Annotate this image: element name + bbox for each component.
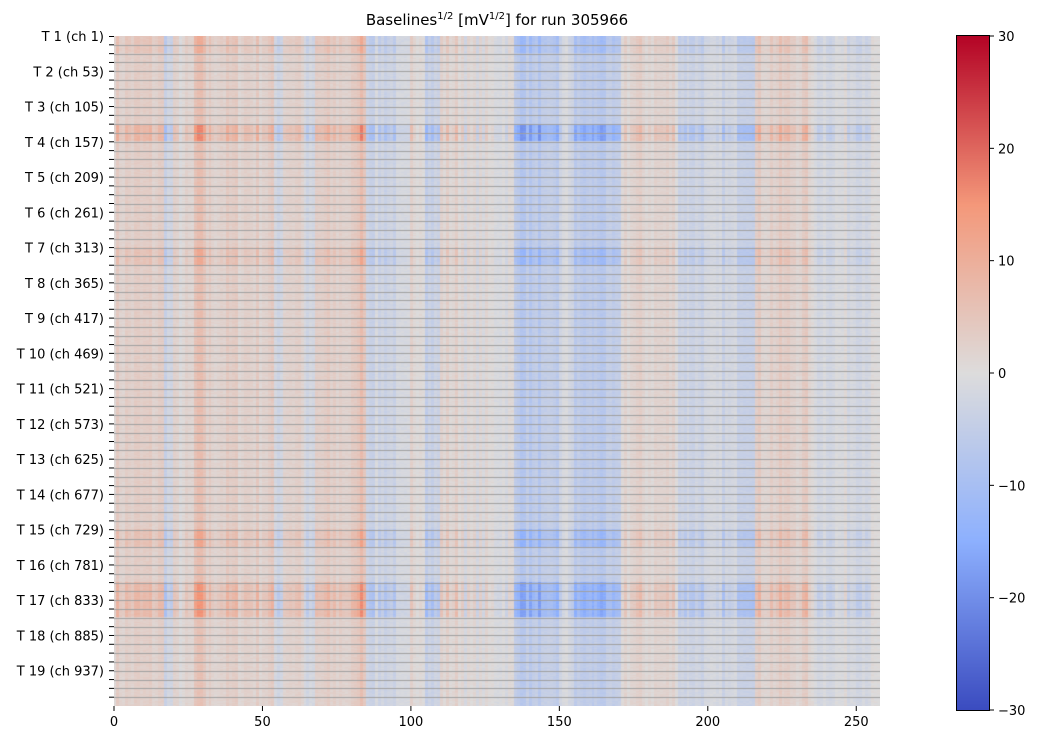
y-tick-label: T 1 (ch 1) <box>41 30 104 45</box>
chart-title: Baselines1/2 [mV1/2] for run 305966 <box>365 11 629 29</box>
y-tick-label: T 11 (ch 521) <box>16 383 104 398</box>
x-tick-label: 250 <box>844 715 869 730</box>
colorbar-tick-label: 30 <box>998 30 1015 45</box>
colorbar-tick-label: 10 <box>998 255 1015 270</box>
y-tick-label: T 9 (ch 417) <box>24 312 104 327</box>
y-tick-label: T 5 (ch 209) <box>24 171 104 186</box>
y-tick-label: T 14 (ch 677) <box>16 488 104 503</box>
y-tick-label: T 6 (ch 261) <box>24 206 104 221</box>
colorbar-tick-label: 20 <box>998 142 1015 157</box>
x-tick-label: 200 <box>695 715 720 730</box>
y-tick-label: T 4 (ch 157) <box>24 136 104 151</box>
x-tick-label: 0 <box>110 715 118 730</box>
y-tick-label: T 13 (ch 625) <box>16 453 104 468</box>
y-tick-label: T 2 (ch 53) <box>32 65 104 80</box>
x-tick-label: 50 <box>254 715 271 730</box>
y-tick-label: T 7 (ch 313) <box>24 242 104 257</box>
colorbar <box>956 35 990 711</box>
x-tick-label: 150 <box>547 715 572 730</box>
y-tick-label: T 18 (ch 885) <box>16 629 104 644</box>
colorbar-tick-label: −10 <box>998 479 1025 494</box>
heatmap-cells <box>114 36 880 706</box>
x-tick-label: 100 <box>398 715 423 730</box>
y-tick-label: T 12 (ch 573) <box>16 418 104 433</box>
y-tick-label: T 17 (ch 833) <box>16 594 104 609</box>
y-tick-label: T 15 (ch 729) <box>16 524 104 539</box>
y-tick-label: T 16 (ch 781) <box>16 559 104 574</box>
y-tick-label: T 3 (ch 105) <box>24 101 104 116</box>
colorbar-tick-label: 0 <box>998 367 1006 382</box>
colorbar-tick-label: −30 <box>998 704 1025 719</box>
colorbar-tick-label: −20 <box>998 592 1025 607</box>
y-tick-label: T 19 (ch 937) <box>16 665 104 680</box>
y-tick-label: T 8 (ch 365) <box>24 277 104 292</box>
y-tick-label: T 10 (ch 469) <box>16 347 104 362</box>
